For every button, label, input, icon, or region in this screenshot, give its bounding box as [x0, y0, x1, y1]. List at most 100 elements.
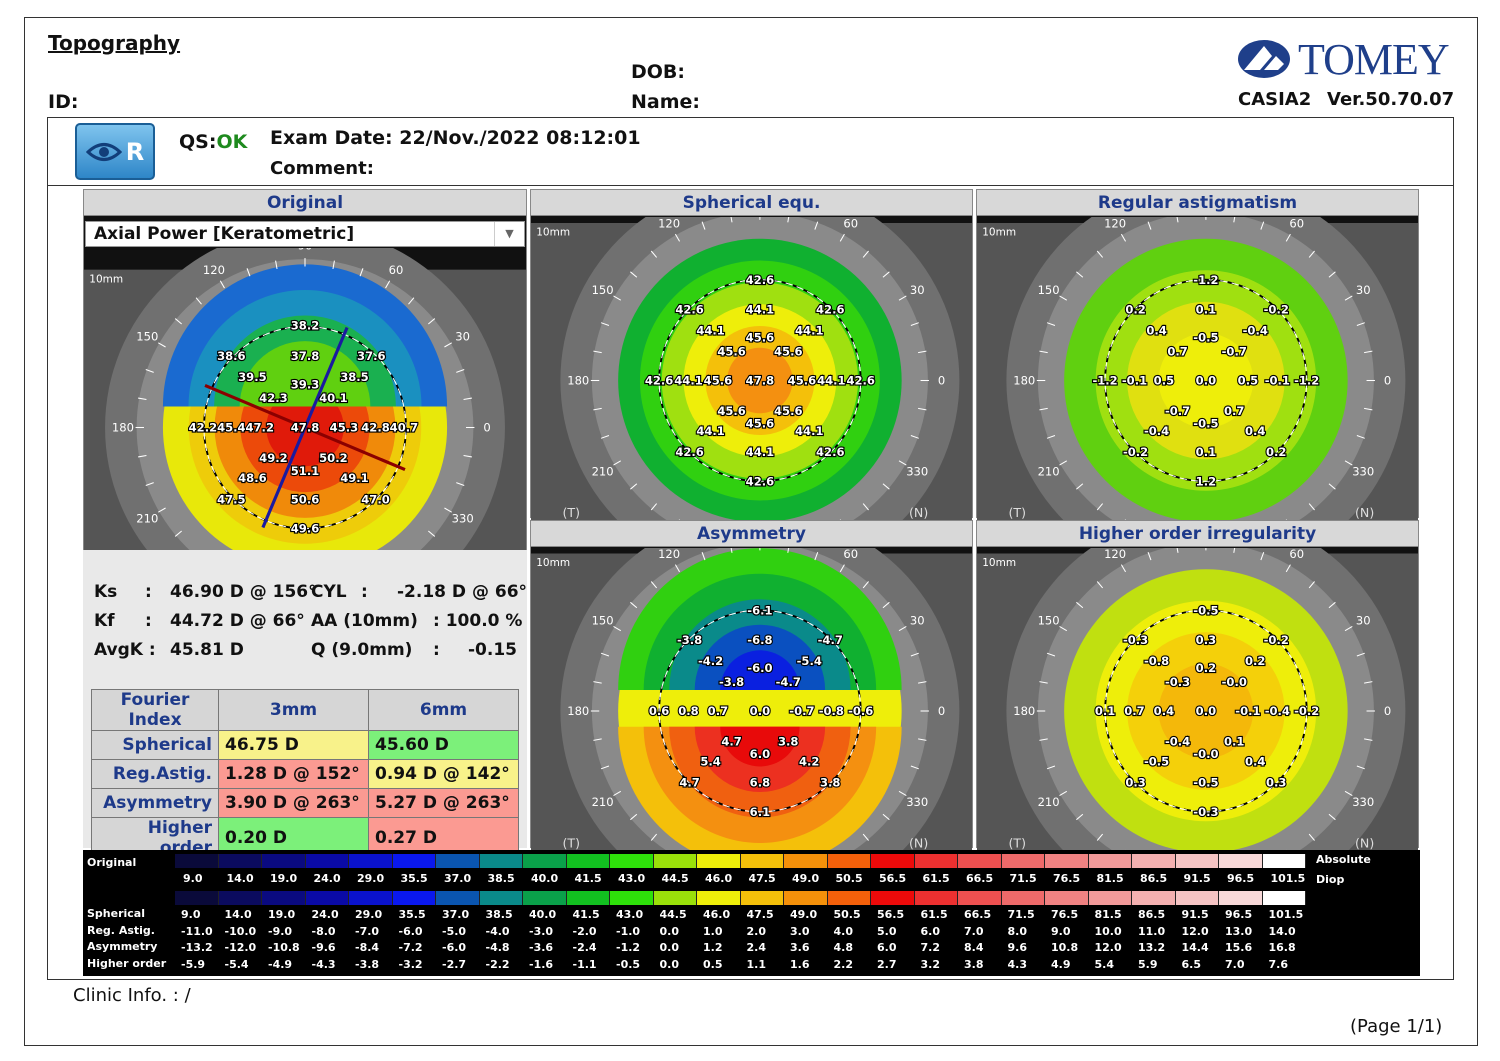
scale-value: -10.0: [224, 924, 257, 938]
scale-value: 4.9: [1051, 957, 1071, 971]
map-value: 47.5: [217, 492, 246, 506]
map-value: 50.2: [319, 451, 348, 465]
map-value: 0.1: [1095, 704, 1115, 718]
scale-swatch: [871, 854, 915, 868]
angle-label: 150: [592, 613, 614, 627]
aa-label: AA (10mm): [311, 611, 418, 631]
angle-label: 60: [843, 217, 858, 230]
exam-date: Exam Date: 22/Nov./2022 08:12:01: [270, 127, 641, 149]
scale-swatch: [958, 891, 1002, 905]
chevron-down-icon[interactable]: ▼: [494, 222, 524, 246]
cyl-label: CYL: [311, 582, 347, 602]
higher-order-map[interactable]: 906030033030027024021018015012010mm(T)(N…: [977, 548, 1418, 874]
scale-value: 7.2: [920, 941, 941, 954]
scale-swatch: [262, 891, 306, 905]
map-value: 44.1: [795, 323, 823, 337]
scale-value: -6.0: [398, 924, 423, 938]
scale-swatch: [653, 854, 697, 868]
scale-value: -8.0: [311, 924, 336, 938]
scale-value: 66.5: [964, 908, 992, 921]
map-value: 0.8: [678, 704, 698, 718]
scale-value: 1.6: [790, 957, 810, 971]
map-value: 0.7: [708, 704, 728, 718]
map-value: 42.8: [361, 421, 390, 435]
regular-astig-map[interactable]: 906030033030027024021018015012010mm(T)(N…: [977, 217, 1418, 544]
map-value: 0.7: [1224, 404, 1244, 418]
scale-swatch: [697, 891, 741, 905]
map-value: -3.8: [677, 633, 702, 647]
scale-value: 14.0: [224, 908, 252, 921]
scale-tick: 41.5: [574, 872, 602, 885]
angle-label: 150: [1038, 613, 1060, 627]
scale-value: -7.0: [355, 924, 380, 938]
map-value: -1.2: [1092, 374, 1117, 388]
scale-value: 3.2: [920, 957, 941, 971]
scale-value: 13.2: [1138, 941, 1166, 954]
map-value: 0.7: [1167, 344, 1187, 358]
flat-meridian-line: [261, 326, 349, 529]
asymmetry-map[interactable]: 906030033030027024021018015012010mm(T)(N…: [531, 548, 972, 874]
scale-value: 2.4: [746, 941, 767, 954]
scale-value: -0.5: [616, 957, 641, 971]
map-value: 42.6: [645, 374, 673, 388]
angle-label: 180: [112, 421, 134, 435]
scale-tick: 49.0: [792, 872, 820, 885]
temporal-label: (T): [1009, 836, 1027, 851]
map-value: 3.8: [778, 735, 798, 749]
scale-swatch: [827, 891, 871, 905]
scale-value: -4.9: [268, 957, 293, 971]
map-value: -0.5: [1144, 755, 1169, 769]
nasal-label: (N): [1355, 505, 1374, 520]
map-value: 1.2: [1196, 475, 1216, 489]
scale-swatch: [392, 891, 436, 905]
eye-selector-button[interactable]: R: [75, 123, 155, 180]
eye-icon: [85, 142, 122, 161]
angle-label: 30: [910, 613, 925, 627]
scale-value: -1.0: [616, 924, 641, 938]
angle-label: 60: [1289, 548, 1304, 561]
scale-swatch: [436, 854, 480, 868]
map-size-label: 10mm: [536, 557, 570, 569]
scale-tick: 101.5: [1270, 872, 1306, 885]
scale-value: -6.0: [442, 941, 467, 954]
map-value: -0.3: [1165, 675, 1190, 689]
map-value: -0.7: [1222, 344, 1247, 358]
scale-value: -8.4: [355, 941, 380, 954]
map-value: -1.2: [1294, 374, 1319, 388]
scale-value: -10.8: [268, 941, 300, 954]
regular-astig-map-panel: Regular astigmatism 90603003303002702402…: [976, 189, 1419, 544]
scale-tick: 66.5: [966, 872, 994, 885]
scale-value: 41.5: [572, 908, 600, 921]
spherical-map[interactable]: 906030033030027024021018015012010mm(T)(N…: [531, 217, 972, 544]
kf-value: 44.72 D @ 66°: [170, 611, 305, 631]
map-value: -0.0: [1193, 747, 1218, 761]
scale-value: 16.8: [1268, 941, 1296, 954]
scale-swatch: [958, 854, 1002, 868]
map-value: 0.2: [1266, 445, 1286, 459]
dropdown-value: Axial Power [Keratometric]: [94, 224, 355, 244]
row-label: Asymmetry: [91, 788, 219, 818]
scale-value: -9.6: [311, 941, 336, 954]
cyl-value: -2.18 D @ 66°: [397, 582, 528, 602]
ks-sep: :: [145, 582, 152, 602]
scale-tick: 37.0: [444, 872, 472, 885]
scale-value: 3.8: [964, 957, 984, 971]
scale-value: 4.8: [833, 941, 854, 954]
scale-tick: 61.5: [922, 872, 950, 885]
scale-swatch: [1001, 891, 1045, 905]
scale-value: 4.0: [833, 924, 854, 938]
scale-value: 9.6: [1007, 941, 1028, 954]
angle-label: 180: [1013, 374, 1035, 388]
scale-value: -1.6: [529, 957, 554, 971]
map-value: 4.7: [721, 735, 741, 749]
scale-value: 5.4: [1094, 957, 1115, 971]
map-value: 37.6: [357, 349, 386, 363]
scale-value: 6.5: [1181, 957, 1202, 971]
scale-swatch: [1132, 854, 1176, 868]
map-value: -5.4: [797, 654, 822, 668]
original-map[interactable]: 906030033030027024021018015012010mm(T)(N…: [84, 248, 526, 607]
map-value: 0.6: [649, 704, 669, 718]
map-value: -0.8: [1144, 654, 1169, 668]
map-value: 50.6: [291, 492, 320, 506]
map-type-dropdown[interactable]: Axial Power [Keratometric] ▼: [85, 221, 525, 247]
